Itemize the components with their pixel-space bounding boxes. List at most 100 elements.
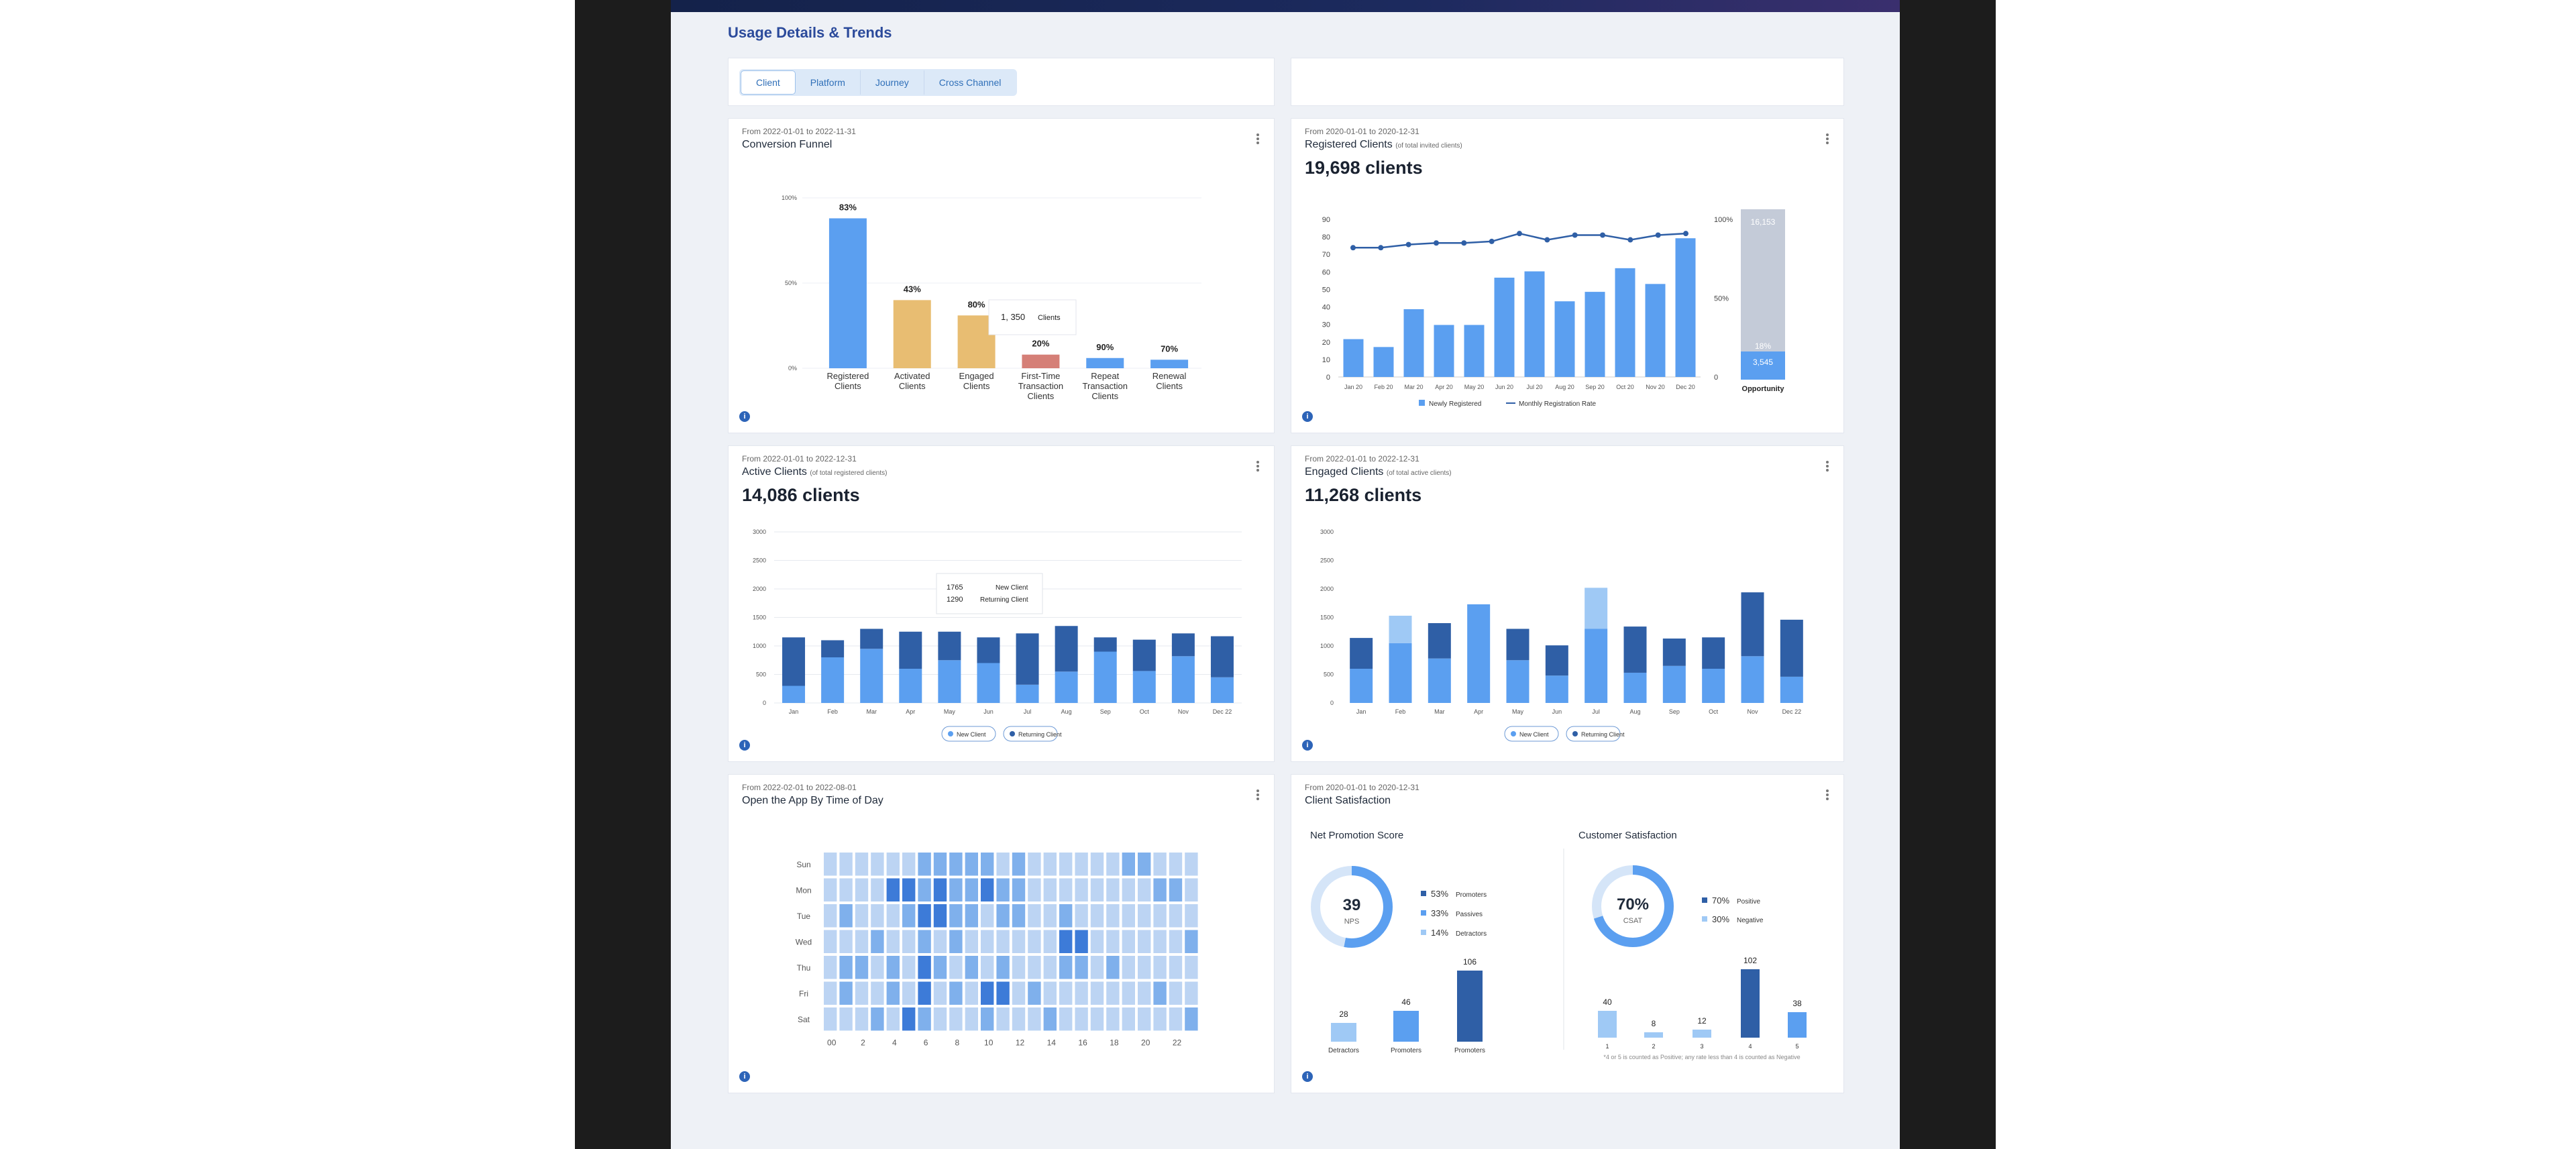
heatmap-cell	[1043, 930, 1057, 953]
x-tick-label: Jan	[789, 708, 799, 715]
heatmap-cell	[1075, 956, 1088, 979]
heatmap-cell	[1138, 853, 1151, 876]
heatmap-cell	[996, 878, 1010, 901]
tab-client[interactable]: Client	[741, 70, 796, 95]
stacked-bar-segment	[1585, 628, 1608, 703]
info-icon[interactable]: i	[1302, 740, 1313, 751]
heatmap-cell	[902, 956, 916, 979]
funnel-bar	[828, 218, 867, 368]
heatmap-cell	[1138, 878, 1151, 901]
category-label: Promoters	[1454, 1047, 1485, 1054]
category-label: Clients	[1028, 391, 1055, 401]
stacked-bar-segment	[1662, 665, 1686, 703]
info-icon[interactable]: i	[1302, 1071, 1313, 1082]
stacked-bar-segment	[1585, 588, 1608, 629]
y-tick-label: 10	[1322, 356, 1330, 364]
legend-label: New Client	[1519, 731, 1549, 738]
more-options-icon[interactable]	[1256, 133, 1259, 144]
info-icon[interactable]: i	[739, 411, 750, 422]
nps-title: Net Promotion Score	[1310, 830, 1404, 841]
legend-chip	[1504, 726, 1559, 742]
registered-bar	[1343, 339, 1364, 377]
info-icon[interactable]: i	[1302, 411, 1313, 422]
tooltip-label: Returning Client	[980, 596, 1028, 604]
bar-value-label: 8	[1652, 1019, 1656, 1028]
heatmap-cell	[902, 981, 916, 1005]
heatmap-cell	[871, 904, 884, 928]
legend-swatch	[1702, 916, 1707, 922]
heatmap-cell	[902, 878, 916, 901]
card-title: Active Clients (of total registered clie…	[742, 466, 887, 478]
heatmap-cell	[1012, 878, 1026, 901]
funnel-bar	[1086, 358, 1124, 368]
tab-platform[interactable]: Platform	[796, 70, 861, 95]
heatmap-cell	[1090, 1007, 1104, 1031]
satisfaction-bar	[1393, 1011, 1419, 1042]
legend-label: Passives	[1456, 911, 1483, 918]
heatmap-cell	[918, 981, 931, 1005]
heatmap-cell	[1153, 904, 1167, 928]
rate-point	[1489, 238, 1495, 244]
stacked-bar-segment	[1171, 656, 1195, 703]
more-options-icon[interactable]	[1256, 789, 1259, 800]
funnel-chart: 100%50%0%83%RegisteredClients43%Activate…	[782, 195, 1201, 401]
satisfaction-bar	[1457, 971, 1483, 1042]
stacked-bar-segment	[1506, 660, 1529, 703]
more-options-icon[interactable]	[1826, 461, 1829, 472]
category-label: Transaction	[1083, 381, 1128, 391]
rate-point	[1378, 245, 1384, 251]
heatmap-cell	[949, 981, 963, 1005]
tooltip-value: 1, 350	[1001, 312, 1025, 322]
heatmap-cell	[949, 1007, 963, 1031]
stacked-bar-segment	[1662, 638, 1686, 666]
heatmap-cell	[871, 853, 884, 876]
heatmap-cell	[839, 853, 853, 876]
legend-chip	[941, 726, 996, 742]
donut-label: CSAT	[1623, 917, 1643, 925]
registered-bar	[1494, 277, 1515, 377]
stacked-bar-segment	[1350, 638, 1373, 669]
y-tick-label: 30	[1322, 321, 1330, 329]
y-tick-label: 2500	[1320, 557, 1334, 564]
title-text: Active Clients	[742, 466, 807, 478]
heatmap-cell	[824, 956, 837, 979]
more-options-icon[interactable]	[1256, 461, 1259, 472]
heatmap-cell	[902, 930, 916, 953]
row-label: Wed	[796, 938, 812, 947]
heatmap-cell	[1075, 878, 1088, 901]
donut-arc	[1311, 866, 1393, 948]
more-options-icon[interactable]	[1826, 789, 1829, 800]
row-label: Mon	[796, 886, 811, 895]
opportunity-label: Opportunity	[1742, 385, 1785, 393]
card-title: Client Satisfaction	[1305, 795, 1391, 806]
heatmap-cell	[1153, 981, 1167, 1005]
legend-swatch	[1010, 731, 1015, 736]
rate-point	[1405, 241, 1411, 248]
rate-point	[1600, 232, 1605, 238]
heatmap-cell	[1012, 1007, 1026, 1031]
category-label: Engaged	[959, 371, 994, 381]
stacked-bar-segment	[1171, 633, 1195, 657]
heatmap-cell	[1185, 981, 1198, 1005]
tab-cross-channel[interactable]: Cross Channel	[938, 77, 1002, 88]
info-icon[interactable]: i	[739, 740, 750, 751]
heatmap-cell	[1169, 853, 1183, 876]
more-options-icon[interactable]	[1826, 133, 1829, 144]
category-label: 3	[1700, 1043, 1703, 1050]
info-icon[interactable]: i	[739, 1071, 750, 1082]
x-tick-label: 20	[1141, 1038, 1150, 1048]
heatmap-cell	[1059, 904, 1073, 928]
heatmap-cell	[1122, 1007, 1135, 1031]
rate-point	[1350, 245, 1356, 251]
heatmap-cell	[1106, 981, 1120, 1005]
heatmap-cell	[918, 956, 931, 979]
heatmap-cell	[918, 904, 931, 928]
x-tick-label: 2	[861, 1038, 865, 1048]
tab-journey[interactable]: Journey	[861, 70, 924, 95]
stacked-bar-segment	[1132, 639, 1156, 671]
stacked-bar-segment	[938, 631, 961, 661]
donut-value: 70%	[1617, 895, 1649, 914]
heatmap-cell	[839, 981, 853, 1005]
tooltip	[988, 299, 1077, 335]
category-label: Promoters	[1391, 1047, 1421, 1054]
